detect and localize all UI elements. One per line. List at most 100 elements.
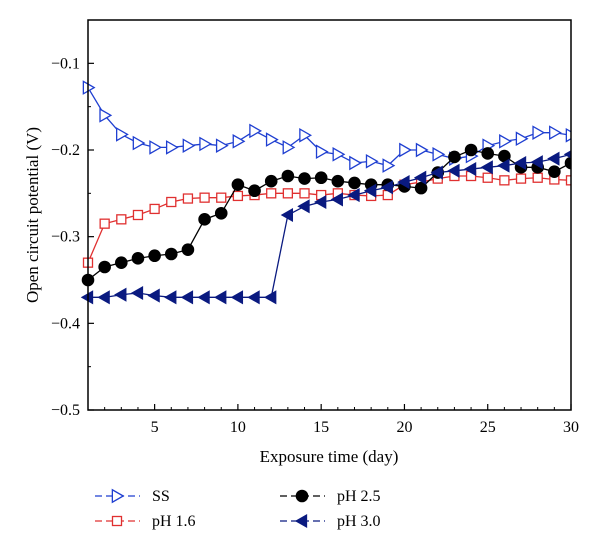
data-point [532, 172, 543, 183]
y-tick-label: −0.5 [51, 402, 80, 419]
data-point [132, 135, 146, 151]
series-ph-3-0 [80, 150, 571, 305]
data-point [330, 192, 343, 207]
x-tick-label: 25 [480, 419, 496, 436]
data-point [199, 192, 210, 203]
data-point [515, 131, 529, 147]
data-point [347, 188, 360, 203]
x-tick-label: 10 [230, 419, 246, 436]
data-point [447, 163, 460, 178]
data-point [348, 176, 361, 190]
data-point [448, 150, 461, 164]
series-ph-2-5 [81, 143, 571, 287]
legend-item: pH 1.6 [95, 513, 196, 530]
data-point [215, 138, 229, 153]
data-point [297, 199, 310, 214]
data-point [280, 207, 294, 223]
data-point [97, 290, 110, 305]
data-point [166, 196, 177, 208]
data-point [199, 136, 213, 152]
data-point [116, 127, 129, 142]
data-point [181, 243, 195, 256]
data-point [232, 190, 244, 202]
data-point [298, 172, 311, 185]
data-point [549, 125, 562, 140]
legend-marker [294, 513, 308, 529]
data-point [363, 183, 377, 198]
data-point [214, 206, 228, 220]
legend-label: pH 1.6 [152, 513, 196, 530]
data-point [132, 209, 144, 221]
data-point [182, 193, 194, 204]
data-point [380, 180, 393, 195]
data-point [563, 150, 571, 159]
y-tick-label: −0.4 [51, 315, 80, 332]
data-point [365, 153, 379, 169]
data-point [98, 260, 111, 274]
data-point [399, 142, 412, 158]
data-point [265, 132, 279, 147]
data-point [313, 194, 327, 210]
data-point [547, 151, 560, 166]
data-point [414, 181, 428, 195]
y-axis: −0.5 −0.4 −0.3 −0.2 −0.1 [51, 19, 94, 419]
y-tick-label: −0.3 [51, 229, 80, 246]
data-point [480, 160, 493, 175]
data-point [99, 108, 113, 123]
x-tick-label: 15 [313, 419, 329, 436]
data-point [248, 184, 261, 198]
data-point [513, 155, 527, 171]
legend-item: pH 3.0 [280, 513, 381, 530]
series-line [87, 175, 571, 263]
data-point [349, 155, 362, 171]
data-point [282, 188, 294, 199]
data-point [530, 155, 543, 170]
data-point [266, 188, 277, 199]
data-point [332, 147, 346, 162]
data-point [264, 174, 278, 188]
data-point [548, 165, 561, 178]
legend-item: pH 2.5 [280, 488, 381, 505]
data-point [263, 290, 277, 305]
data-point [197, 290, 210, 305]
data-point [114, 287, 127, 302]
data-point [482, 172, 493, 183]
x-tick-label: 30 [563, 419, 579, 436]
legend-label: SS [152, 488, 170, 505]
series-layer [80, 80, 571, 305]
data-point [314, 171, 328, 185]
series-ss [82, 80, 571, 173]
data-point [149, 140, 163, 155]
data-point [331, 174, 345, 188]
data-point [147, 288, 160, 303]
y-axis-title: Open circuit potential (V) [23, 127, 42, 303]
data-point [464, 143, 478, 157]
data-point [565, 175, 571, 186]
legend-item: SS [95, 488, 170, 505]
data-point [564, 156, 571, 170]
data-point [164, 290, 177, 305]
data-point [499, 134, 512, 149]
y-tick-label: −0.1 [51, 55, 80, 72]
legend-marker [295, 489, 309, 503]
data-point [299, 188, 310, 199]
data-point [532, 125, 546, 140]
x-tick-label: 20 [396, 419, 412, 436]
data-point [182, 138, 196, 153]
data-point [315, 144, 329, 160]
data-point [499, 175, 510, 186]
data-point [281, 169, 295, 183]
data-point [249, 123, 263, 139]
data-point [463, 162, 477, 177]
legend-marker [111, 488, 125, 504]
data-point [299, 127, 313, 143]
data-point [232, 134, 246, 149]
data-point [432, 147, 446, 162]
data-point [180, 290, 194, 305]
data-point [82, 80, 96, 95]
data-point [130, 285, 144, 301]
data-point [80, 290, 94, 305]
data-point [148, 249, 161, 263]
data-point [165, 140, 179, 155]
